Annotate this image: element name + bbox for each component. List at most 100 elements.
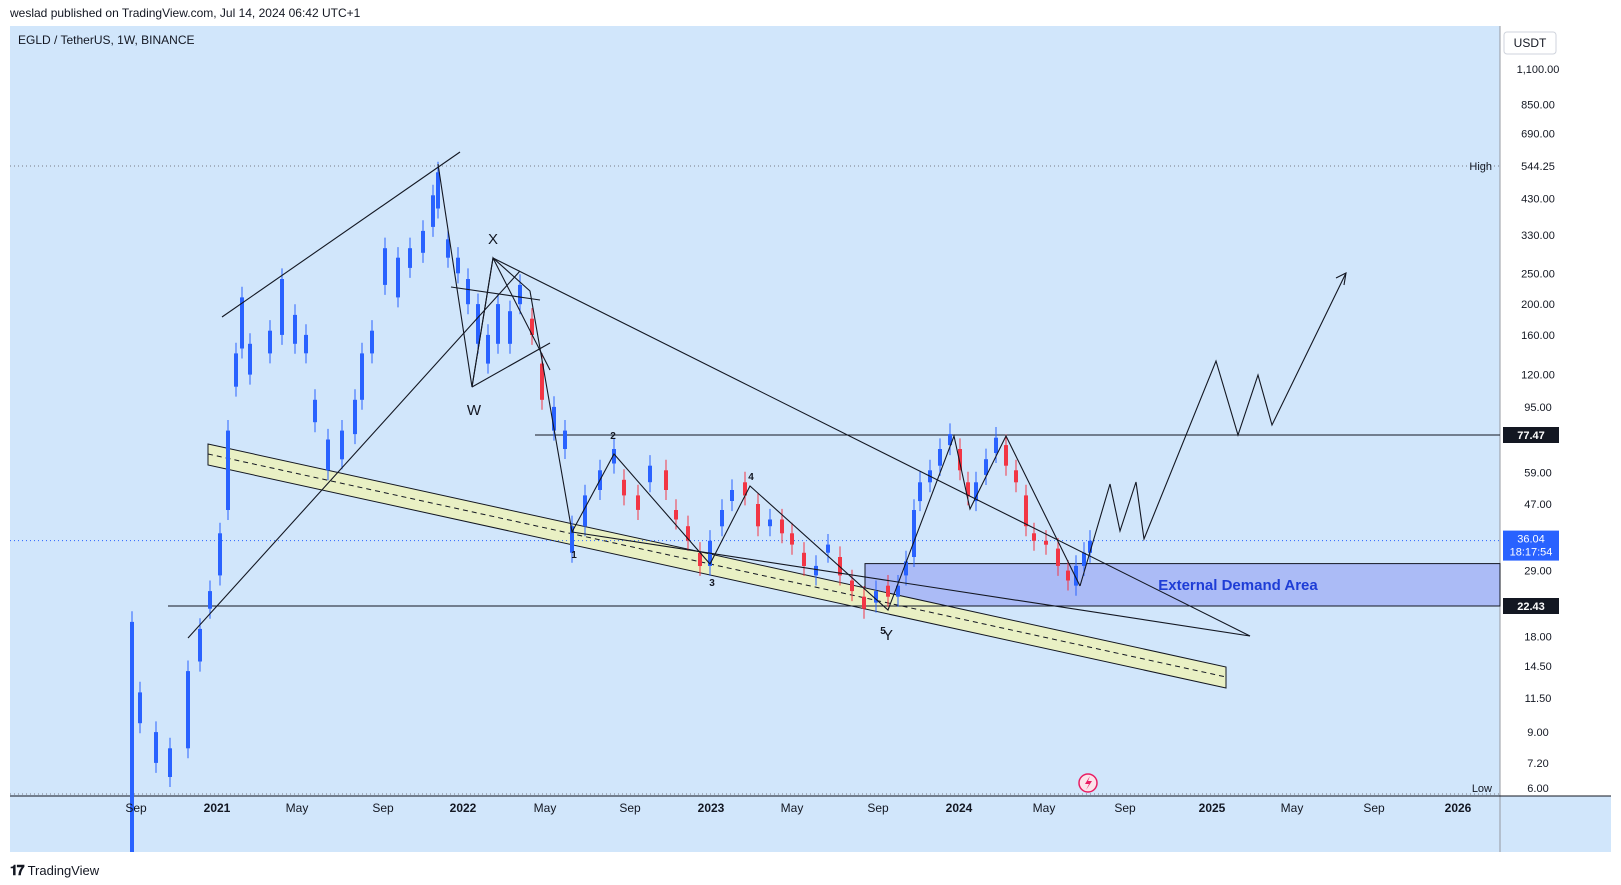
candle-body-60 (814, 565, 818, 576)
time-tick-14: May (1281, 801, 1304, 815)
price-tick-8: 120.00 (1521, 370, 1555, 382)
candle-body-56 (768, 519, 772, 527)
currency-badge[interactable] (1503, 31, 1557, 55)
candle-body-45 (636, 495, 640, 510)
candle-body-79 (1004, 445, 1008, 466)
price-tick-14: 14.50 (1524, 661, 1552, 673)
candle-body-40 (570, 526, 574, 553)
wave-label-X: X (488, 231, 498, 248)
wave-label-Y: Y (883, 627, 893, 644)
candle-body-0 (130, 621, 134, 885)
level-top-tag-bg (1503, 427, 1559, 443)
candle-body-73 (948, 434, 952, 446)
candle-body-17 (326, 439, 330, 471)
candle-body-77 (984, 459, 988, 475)
candle-body-55 (756, 504, 760, 527)
candle-body-22 (383, 248, 387, 285)
candle-body-1 (138, 692, 142, 724)
price-tick-16: 9.00 (1527, 727, 1548, 739)
projection-arrowhead-icon (1335, 272, 1347, 286)
candle-body-6 (208, 591, 212, 609)
price-tick-17: 7.20 (1527, 758, 1548, 770)
rising-support-line[interactable] (187, 270, 521, 639)
brand-name: TradingView (27, 863, 100, 878)
candle-body-28 (446, 239, 450, 258)
triangle-top[interactable] (450, 286, 541, 301)
high-value: 544.25 (1521, 161, 1555, 173)
candle-body-86 (1074, 565, 1078, 586)
candle-body-8 (226, 430, 230, 510)
publisher-caption: weslad published on TradingView.com, Jul… (10, 6, 361, 20)
time-tick-13: 2025 (1199, 801, 1226, 815)
candle-body-14 (293, 314, 297, 344)
candle-body-70 (918, 482, 922, 502)
price-chart[interactable]: EGLD / TetherUS, 1W, BINANCE High 544.25 L… (10, 26, 1611, 885)
time-tick-7: 2023 (698, 801, 725, 815)
candle-body-23 (396, 257, 400, 298)
candle-body-85 (1066, 570, 1070, 581)
candle-body-4 (186, 671, 190, 749)
candle-body-87 (1082, 552, 1086, 566)
wave-label-4: 4 (748, 472, 754, 483)
candle-body-38 (552, 406, 556, 431)
price-tick-7: 160.00 (1521, 330, 1555, 342)
wave-label-W: W (467, 402, 482, 419)
price-tick-12: 29.00 (1524, 566, 1552, 578)
price-tick-11: 47.00 (1524, 499, 1552, 511)
upper-channel-line[interactable] (221, 151, 461, 318)
lower-trendline[interactable] (571, 531, 1251, 637)
candle-body-21 (370, 330, 374, 354)
candle-body-76 (974, 482, 978, 502)
price-tick-2: 690.00 (1521, 128, 1555, 140)
chart-container[interactable]: EGLD / TetherUS, 1W, BINANCE High 544.25 L… (10, 26, 1611, 885)
candle-body-37 (540, 363, 544, 400)
descending-resistance[interactable] (492, 257, 1251, 637)
level-bottom-tag: 22.43 (1517, 601, 1545, 613)
price-tick-13: 18.00 (1524, 631, 1552, 643)
time-tick-4: 2022 (450, 801, 477, 815)
candle-body-5 (198, 628, 202, 662)
candle-body-66 (886, 585, 890, 597)
candle-body-46 (648, 465, 652, 483)
projection-path[interactable] (1079, 272, 1347, 587)
candle-body-30 (466, 279, 470, 305)
candles-group (130, 161, 1092, 885)
candle-body-61 (826, 544, 830, 553)
candle-body-32 (486, 334, 490, 364)
time-tick-16: 2026 (1445, 801, 1472, 815)
demand-zone[interactable] (864, 563, 1501, 607)
price-axis-panel (1500, 26, 1611, 796)
candle-body-65 (874, 591, 878, 603)
wave-path[interactable] (437, 163, 1081, 611)
currency-label: USDT (1514, 36, 1547, 50)
candle-body-80 (1014, 470, 1018, 483)
candle-body-63 (850, 580, 854, 592)
candle-body-12 (268, 330, 272, 354)
time-tick-0: Sep (125, 801, 147, 815)
wave-label-3: 3 (709, 578, 715, 589)
candle-body-44 (622, 479, 626, 496)
candle-body-20 (360, 353, 364, 400)
triangle-bottom[interactable] (471, 342, 551, 388)
candle-body-83 (1044, 540, 1048, 545)
candle-body-69 (912, 510, 916, 557)
candle-body-24 (408, 248, 412, 268)
time-tick-6: Sep (619, 801, 641, 815)
price-tick-15: 11.50 (1525, 693, 1552, 705)
price-tick-9: 95.00 (1524, 402, 1552, 414)
candle-body-15 (304, 334, 308, 354)
tradingview-logo-icon: 𝟏𝟕 (10, 862, 25, 878)
time-tick-1: 2021 (204, 801, 231, 815)
lightning-icon[interactable] (1078, 773, 1098, 793)
time-tick-9: Sep (867, 801, 889, 815)
candle-body-72 (938, 449, 942, 466)
price-tick-0: 1,100.00 (1517, 64, 1560, 76)
candle-body-88 (1088, 540, 1092, 553)
last-price-tag-bg (1503, 530, 1559, 561)
candle-body-7 (218, 533, 222, 576)
wave-label-1: 1 (571, 550, 577, 561)
candle-body-78 (994, 437, 998, 453)
candle-body-35 (518, 284, 522, 305)
candle-body-47 (664, 470, 668, 490)
footer-brand[interactable]: 𝟏𝟕 TradingView (10, 862, 99, 879)
